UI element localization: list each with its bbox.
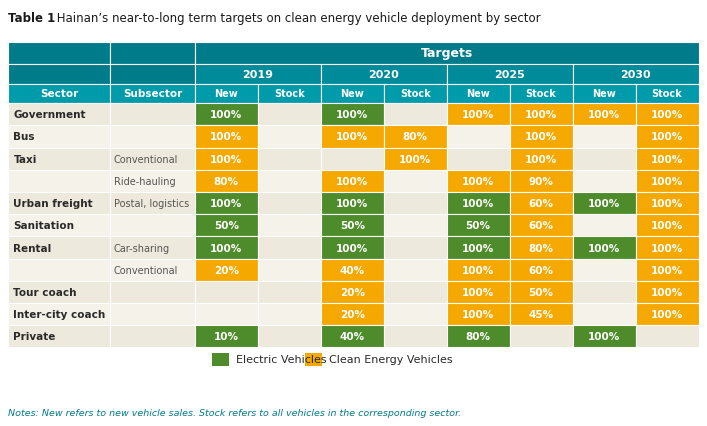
Text: 80%: 80% <box>529 243 554 253</box>
Text: 100%: 100% <box>588 199 620 209</box>
Text: Conventional: Conventional <box>114 265 178 275</box>
Text: 100%: 100% <box>210 154 243 164</box>
Text: 100%: 100% <box>651 176 683 187</box>
Text: New: New <box>592 89 616 99</box>
Text: 100%: 100% <box>210 110 243 120</box>
Text: Hainan’s near-to-long term targets on clean energy vehicle deployment by sector: Hainan’s near-to-long term targets on cl… <box>53 12 541 25</box>
Text: Government: Government <box>13 110 86 120</box>
Text: 80%: 80% <box>466 331 491 342</box>
Text: Car-sharing: Car-sharing <box>114 243 170 253</box>
Text: Rental: Rental <box>13 243 52 253</box>
Text: Tour coach: Tour coach <box>13 287 77 297</box>
Text: 80%: 80% <box>214 176 239 187</box>
Text: Taxi: Taxi <box>13 154 37 164</box>
Text: 50%: 50% <box>339 221 365 231</box>
Text: Urban freight: Urban freight <box>13 199 93 209</box>
Text: Notes: New refers to new vehicle sales. Stock refers to all vehicles in the corr: Notes: New refers to new vehicle sales. … <box>8 408 462 417</box>
Text: 2030: 2030 <box>620 69 651 80</box>
Text: 100%: 100% <box>462 309 494 320</box>
Text: 60%: 60% <box>529 199 554 209</box>
Text: 100%: 100% <box>210 132 243 142</box>
Text: 100%: 100% <box>588 110 620 120</box>
Text: 100%: 100% <box>462 287 494 297</box>
Text: 100%: 100% <box>651 154 683 164</box>
Text: New: New <box>466 89 490 99</box>
Text: Conventional: Conventional <box>114 154 178 164</box>
Text: 45%: 45% <box>529 309 554 320</box>
Text: 2019: 2019 <box>243 69 274 80</box>
Text: 50%: 50% <box>214 221 239 231</box>
Text: 100%: 100% <box>462 265 494 275</box>
Text: 90%: 90% <box>529 176 554 187</box>
Text: 100%: 100% <box>588 331 620 342</box>
Text: 60%: 60% <box>529 265 554 275</box>
Text: Subsector: Subsector <box>123 89 182 99</box>
Text: 20%: 20% <box>339 287 365 297</box>
Text: 100%: 100% <box>462 199 494 209</box>
Text: 40%: 40% <box>339 265 365 275</box>
Text: Targets: Targets <box>421 47 473 60</box>
Text: 100%: 100% <box>525 154 557 164</box>
Text: Clean Energy Vehicles: Clean Energy Vehicles <box>329 354 453 365</box>
Text: 100%: 100% <box>651 221 683 231</box>
Text: 100%: 100% <box>651 265 683 275</box>
Text: Sector: Sector <box>40 89 78 99</box>
Text: 20%: 20% <box>339 309 365 320</box>
Text: 100%: 100% <box>336 132 368 142</box>
Text: 100%: 100% <box>399 154 431 164</box>
Text: 10%: 10% <box>214 331 239 342</box>
Text: 100%: 100% <box>525 132 557 142</box>
Text: 50%: 50% <box>529 287 554 297</box>
Text: Private: Private <box>13 331 56 342</box>
Text: 100%: 100% <box>651 287 683 297</box>
Text: Sanitation: Sanitation <box>13 221 74 231</box>
Text: 100%: 100% <box>462 176 494 187</box>
Text: Ride-hauling: Ride-hauling <box>114 176 175 187</box>
Text: 100%: 100% <box>651 132 683 142</box>
Text: 100%: 100% <box>525 110 557 120</box>
Text: 100%: 100% <box>336 243 368 253</box>
Text: 50%: 50% <box>466 221 491 231</box>
Text: Stock: Stock <box>652 89 682 99</box>
Text: 100%: 100% <box>336 110 368 120</box>
Text: 100%: 100% <box>462 243 494 253</box>
Text: 100%: 100% <box>336 176 368 187</box>
Text: 100%: 100% <box>210 243 243 253</box>
Text: New: New <box>214 89 238 99</box>
Text: 100%: 100% <box>651 309 683 320</box>
Text: Table 1: Table 1 <box>8 12 56 25</box>
Text: 80%: 80% <box>403 132 428 142</box>
Text: Stock: Stock <box>526 89 556 99</box>
Text: 2025: 2025 <box>494 69 525 80</box>
Text: Bus: Bus <box>13 132 35 142</box>
Text: 100%: 100% <box>336 199 368 209</box>
Text: 100%: 100% <box>462 110 494 120</box>
Text: 20%: 20% <box>214 265 239 275</box>
Text: Stock: Stock <box>399 89 431 99</box>
Text: Electric Vehicles: Electric Vehicles <box>236 354 327 365</box>
Text: 100%: 100% <box>210 199 243 209</box>
Text: 100%: 100% <box>651 243 683 253</box>
Text: 100%: 100% <box>588 243 620 253</box>
Text: 100%: 100% <box>651 199 683 209</box>
Text: 40%: 40% <box>339 331 365 342</box>
Text: Inter-city coach: Inter-city coach <box>13 309 105 320</box>
Text: New: New <box>340 89 364 99</box>
Text: 100%: 100% <box>651 110 683 120</box>
Text: Postal, logistics: Postal, logistics <box>114 199 189 209</box>
Text: 60%: 60% <box>529 221 554 231</box>
Text: Stock: Stock <box>274 89 305 99</box>
Text: 2020: 2020 <box>368 69 399 80</box>
